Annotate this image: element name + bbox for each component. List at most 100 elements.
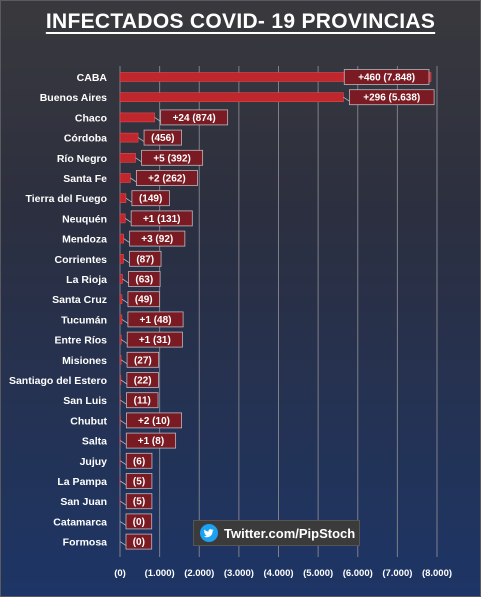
bar xyxy=(119,213,126,224)
x-tick-label: (0) xyxy=(114,568,126,579)
x-tick-label: (6.000) xyxy=(343,568,373,579)
data-label-leader xyxy=(120,359,128,365)
category-label: Tucumán xyxy=(61,314,107,326)
data-label: (5) xyxy=(133,497,145,508)
category-label: Entre Ríos xyxy=(54,335,107,347)
bar xyxy=(119,233,124,244)
data-label: +5 (392) xyxy=(153,153,191,164)
data-label: +1 (48) xyxy=(140,315,172,326)
twitter-bird-icon xyxy=(200,524,218,542)
data-label: (6) xyxy=(133,456,145,467)
category-label: Tierra del Fuego xyxy=(26,193,108,205)
data-label-leader xyxy=(125,197,133,203)
data-label-leader xyxy=(121,339,128,344)
data-label-leader xyxy=(121,319,129,324)
data-label: +460 (7.848) xyxy=(358,73,415,84)
data-label: +24 (874) xyxy=(173,113,216,124)
bar xyxy=(119,254,124,264)
bar xyxy=(119,354,122,365)
data-label-box xyxy=(160,109,229,126)
data-label-box xyxy=(126,392,159,409)
data-label-box xyxy=(125,432,177,449)
data-label-box xyxy=(129,250,162,267)
data-label-box xyxy=(141,149,204,166)
data-label-leader xyxy=(119,480,127,486)
category-label: Santa Cruz xyxy=(52,294,107,306)
data-label-leader xyxy=(120,460,127,466)
twitter-badge[interactable]: Twitter.com/PipStoch xyxy=(193,520,360,546)
category-label: Santiago del Estero xyxy=(9,375,107,387)
data-label-box xyxy=(126,331,183,348)
category-label: La Pampa xyxy=(57,476,107,488)
category-label: San Juan xyxy=(60,496,107,508)
bar xyxy=(119,375,122,385)
data-label: (5) xyxy=(133,477,145,488)
x-tick-label: (8.000) xyxy=(422,568,452,579)
data-label-box xyxy=(126,372,159,388)
x-tick-label: (3.000) xyxy=(224,568,254,579)
twitter-handle: Twitter.com/PipStoch xyxy=(224,525,356,541)
data-label: +2 (10) xyxy=(138,416,170,427)
data-label: +1 (8) xyxy=(138,436,164,447)
data-label: +3 (92) xyxy=(141,234,173,245)
category-label: Río Negro xyxy=(57,153,107,165)
data-label-box xyxy=(131,190,170,207)
category-label: Catamarca xyxy=(53,516,107,528)
data-label-leader xyxy=(123,238,130,243)
data-label-leader xyxy=(130,177,137,183)
data-label: +1 (31) xyxy=(139,335,171,346)
category-label: Buenos Aires xyxy=(40,92,107,104)
data-label-leader xyxy=(120,379,128,385)
bar xyxy=(119,153,136,163)
x-tick-label: (4.000) xyxy=(263,568,293,579)
data-label-box xyxy=(125,473,153,489)
bar xyxy=(119,334,122,345)
data-label: (63) xyxy=(135,275,153,286)
data-label: (11) xyxy=(134,396,151,407)
data-label-leader xyxy=(135,157,142,163)
data-label-box xyxy=(125,493,153,510)
x-tick-label: (1.000) xyxy=(145,568,175,579)
data-label: (27) xyxy=(134,355,152,366)
bar xyxy=(119,92,344,102)
x-tick-label: (2.000) xyxy=(184,568,214,579)
data-label: (22) xyxy=(134,376,152,387)
data-label-leader xyxy=(123,258,130,264)
x-tick-label: (7.000) xyxy=(382,568,412,579)
data-label-leader xyxy=(343,96,350,102)
data-label: (0) xyxy=(133,537,145,548)
bar xyxy=(119,132,139,143)
category-label: Neuquén xyxy=(62,213,107,225)
data-label: (49) xyxy=(135,295,153,306)
category-label: Chaco xyxy=(75,112,107,124)
data-label-box xyxy=(129,230,186,247)
data-label-leader xyxy=(119,541,127,546)
data-label-box xyxy=(128,271,161,287)
bar xyxy=(119,173,131,183)
data-label-leader xyxy=(120,420,127,425)
bar xyxy=(119,112,155,123)
category-label: CABA xyxy=(77,72,108,84)
data-label-box xyxy=(143,129,182,146)
data-label-leader xyxy=(121,298,129,304)
category-label: Jujuy xyxy=(80,456,108,468)
data-label-box xyxy=(126,351,160,368)
bar xyxy=(119,274,123,284)
data-label-box xyxy=(135,170,198,186)
chart-title: INFECTADOS COVID- 19 PROVINCIAS xyxy=(45,10,436,33)
category-label: Misiones xyxy=(62,355,107,367)
data-label-leader xyxy=(119,500,127,506)
bar xyxy=(119,193,127,203)
category-label: Chubut xyxy=(70,415,107,427)
category-label: San Luis xyxy=(63,395,107,407)
data-label-leader xyxy=(124,218,132,223)
data-label: +1 (131) xyxy=(143,214,181,225)
bar xyxy=(119,294,123,305)
category-label: La Rioja xyxy=(66,274,107,286)
category-label: Córdoba xyxy=(64,133,107,145)
data-label-box xyxy=(349,89,435,106)
data-label-box xyxy=(127,311,184,328)
data-label: +2 (262) xyxy=(148,174,186,185)
bar xyxy=(119,72,432,82)
